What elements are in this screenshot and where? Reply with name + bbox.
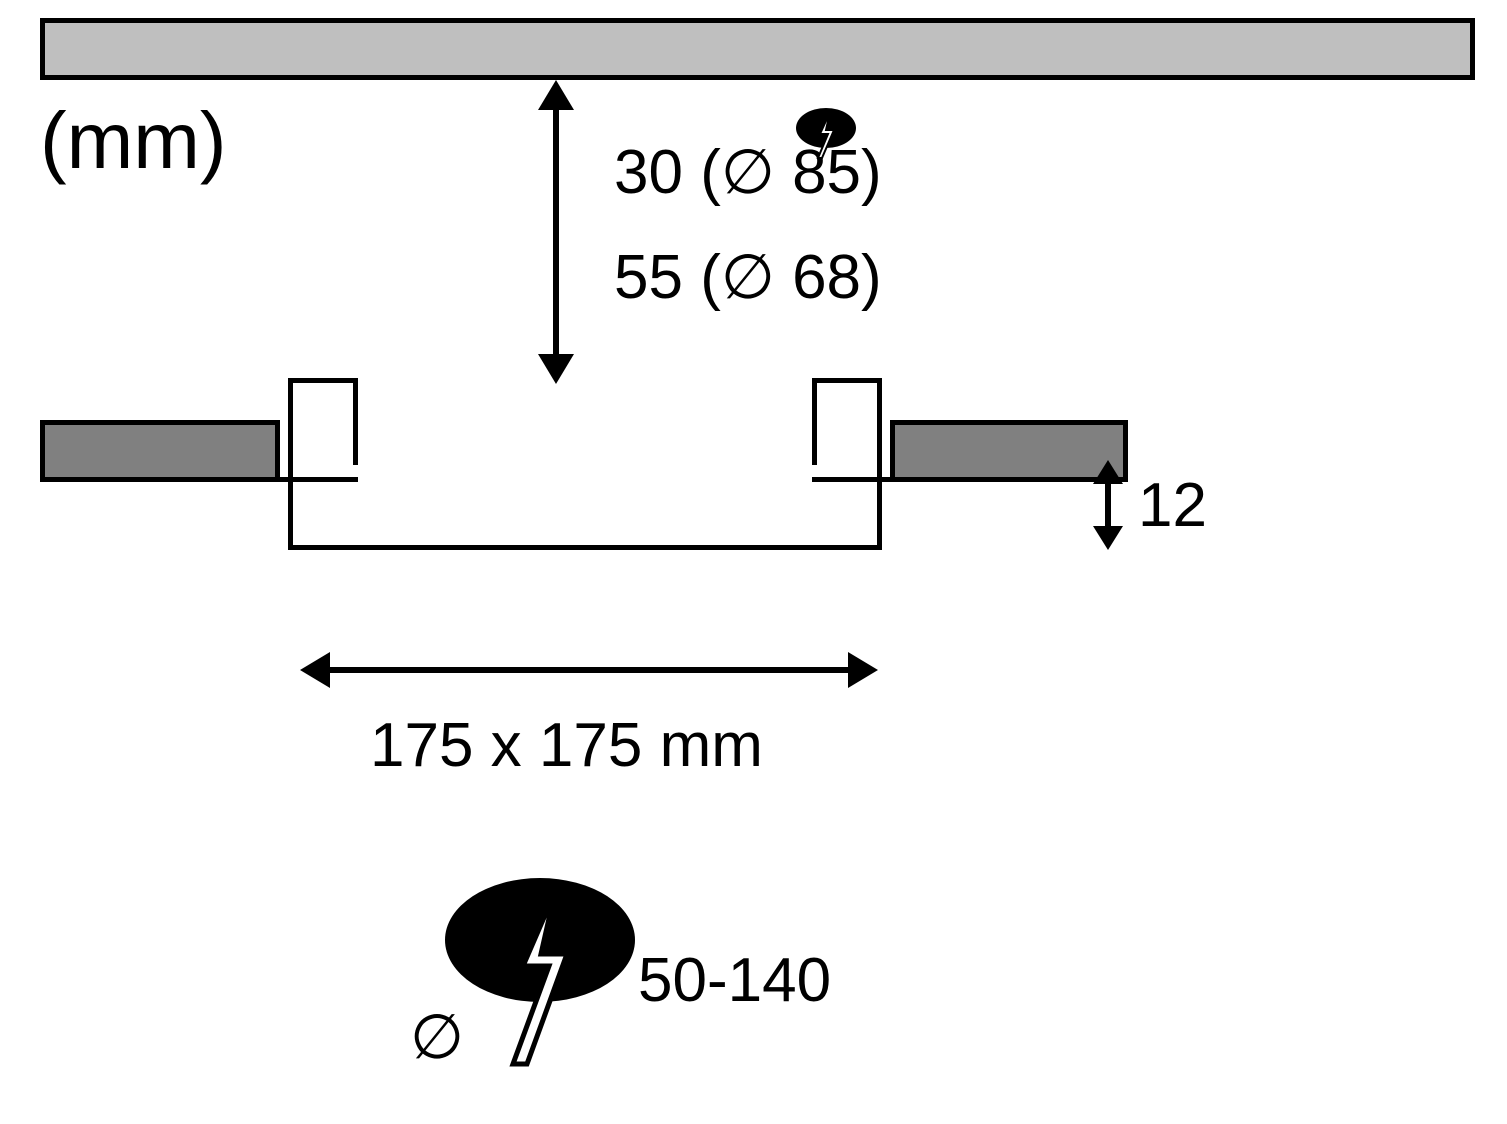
cutout-dia-symbol: ∅ xyxy=(410,1000,464,1073)
diagram-canvas: (mm) 30 (∅ 85) 55 (∅ 68) 12 175 x 175 mm xyxy=(0,0,1507,1124)
gap-arrow-up xyxy=(538,80,574,110)
units-label: (mm) xyxy=(40,95,227,187)
width-arrow-right xyxy=(848,652,878,688)
width-arrow-line xyxy=(328,667,850,673)
depth-arrow-down xyxy=(1093,526,1123,550)
panel-body xyxy=(288,465,882,550)
mount-block-left xyxy=(40,420,280,482)
gap-arrow-down xyxy=(538,354,574,384)
panel-body-top-right xyxy=(812,477,890,482)
gap-arrow-line xyxy=(553,106,559,358)
gap-line-2: 55 (∅ 68) xyxy=(614,240,882,313)
ceiling-bar xyxy=(40,18,1475,80)
cutout-range-label: 50-140 xyxy=(638,945,831,1016)
bolt-icon-large-flash xyxy=(445,878,635,1078)
panel-body-top-left xyxy=(280,477,358,482)
width-arrow-left xyxy=(300,652,330,688)
bolt-icon-small-flash xyxy=(796,108,856,166)
width-label: 175 x 175 mm xyxy=(370,710,763,781)
depth-label: 12 xyxy=(1138,470,1207,541)
depth-arrow-line xyxy=(1105,482,1111,528)
depth-arrow-up xyxy=(1093,460,1123,484)
clip-left xyxy=(288,378,358,470)
clip-right xyxy=(812,378,882,470)
